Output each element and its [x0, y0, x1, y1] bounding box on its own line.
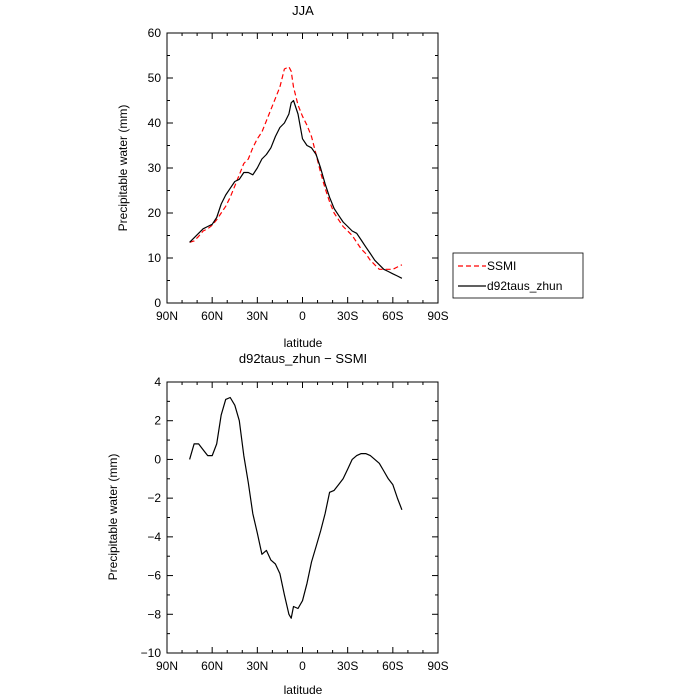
bottom-series-lines	[189, 396, 403, 619]
bottom-x-axis-label: latitude	[284, 683, 323, 697]
bottom-y-tick-label: 4	[154, 375, 161, 389]
bottom-x-tick-label: 60S	[382, 659, 403, 673]
top-y-axis-label: Precipitable water (mm)	[116, 105, 130, 232]
bottom-chart: d92taus_zhun − SSMI 90N 60N 30N 0 30S 60S 90S …	[106, 351, 449, 697]
top-x-tick-label: 0	[299, 309, 306, 323]
top-x-axis-label: latitude	[284, 336, 323, 350]
top-x-tick-label: 30N	[246, 309, 268, 323]
bottom-x-tick-label: 60N	[201, 659, 223, 673]
top-x-tick-label: 90S	[427, 309, 448, 323]
top-chart: JJA 90N 60N 30N 0 30S 60S 90S 0 10 20 30 40 50 60 la…	[116, 3, 449, 350]
top-x-tick-label: 30S	[337, 309, 358, 323]
bottom-axis-ticks	[166, 381, 439, 654]
bottom-y-tick-label: −6	[147, 569, 161, 583]
bottom-plot-frame	[166, 381, 439, 654]
top-y-tick-label: 60	[148, 26, 162, 40]
top-axis-ticks	[166, 32, 439, 304]
top-series-line-ssmi	[189, 66, 403, 270]
legend: SSMI d92taus_zhun	[452, 252, 584, 299]
bottom-chart-title: d92taus_zhun − SSMI	[239, 351, 367, 366]
bottom-x-tick-label: 90N	[156, 659, 178, 673]
bottom-y-tick-label: −2	[147, 491, 161, 505]
top-y-tick-label: 10	[148, 251, 162, 265]
top-y-tick-label: 20	[148, 206, 162, 220]
top-series-lines	[189, 66, 403, 279]
top-y-tick-label: 0	[154, 296, 161, 310]
top-y-tick-label: 30	[148, 161, 162, 175]
top-x-tick-label: 90N	[156, 309, 178, 323]
top-y-tick-labels: 0 10 20 30 40 50 60	[148, 26, 162, 310]
bottom-y-axis-label: Precipitable water (mm)	[106, 454, 120, 581]
top-x-tick-label: 60S	[382, 309, 403, 323]
top-y-tick-label: 50	[148, 71, 162, 85]
top-chart-title: JJA	[292, 3, 314, 18]
bottom-series-line-0	[189, 396, 403, 619]
top-y-tick-label: 40	[148, 116, 162, 130]
top-x-tick-labels: 90N 60N 30N 0 30S 60S 90S	[156, 309, 449, 323]
legend-box	[452, 252, 584, 299]
bottom-x-tick-label: 30S	[337, 659, 358, 673]
legend-label-ssmi: SSMI	[487, 259, 516, 273]
bottom-y-tick-label: −8	[147, 607, 161, 621]
top-x-tick-label: 60N	[201, 309, 223, 323]
bottom-y-tick-labels: 4 2 0 −2 −4 −6 −8 −10	[141, 375, 162, 660]
bottom-x-tick-labels: 90N 60N 30N 0 30S 60S 90S	[156, 659, 449, 673]
bottom-y-tick-label: −4	[147, 530, 161, 544]
top-plot-frame	[166, 32, 439, 304]
legend-label-d92taus-zhun: d92taus_zhun	[487, 279, 562, 293]
bottom-x-tick-label: 30N	[246, 659, 268, 673]
top-series-line-d92taus-zhun	[189, 99, 403, 279]
bottom-y-tick-label: 2	[154, 414, 161, 428]
bottom-x-tick-label: 90S	[427, 659, 448, 673]
bottom-y-tick-label: −10	[141, 646, 162, 660]
bottom-y-tick-label: 0	[154, 452, 161, 466]
bottom-x-tick-label: 0	[299, 659, 306, 673]
